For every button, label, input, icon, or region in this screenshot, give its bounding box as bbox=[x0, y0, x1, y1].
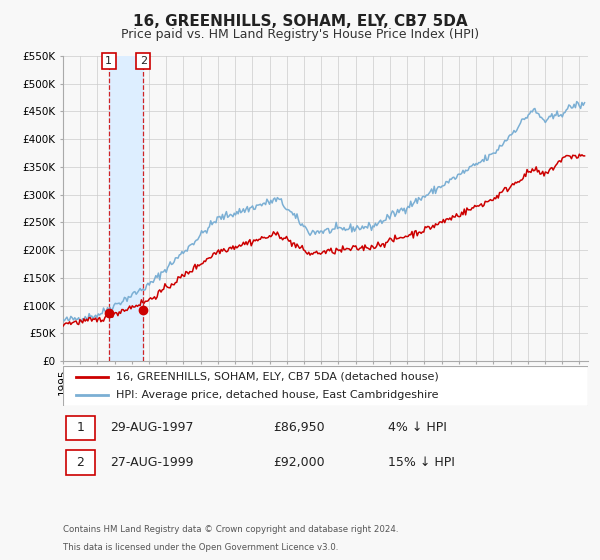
Text: 2: 2 bbox=[76, 456, 84, 469]
Text: 15% ↓ HPI: 15% ↓ HPI bbox=[389, 456, 455, 469]
Text: 16, GREENHILLS, SOHAM, ELY, CB7 5DA (detached house): 16, GREENHILLS, SOHAM, ELY, CB7 5DA (det… bbox=[115, 372, 438, 382]
Text: HPI: Average price, detached house, East Cambridgeshire: HPI: Average price, detached house, East… bbox=[115, 390, 438, 400]
Text: This data is licensed under the Open Government Licence v3.0.: This data is licensed under the Open Gov… bbox=[63, 543, 338, 552]
Text: Price paid vs. HM Land Registry's House Price Index (HPI): Price paid vs. HM Land Registry's House … bbox=[121, 28, 479, 41]
Text: £86,950: £86,950 bbox=[273, 421, 325, 435]
FancyBboxPatch shape bbox=[65, 416, 95, 440]
Text: 1: 1 bbox=[76, 421, 84, 435]
Text: 16, GREENHILLS, SOHAM, ELY, CB7 5DA: 16, GREENHILLS, SOHAM, ELY, CB7 5DA bbox=[133, 14, 467, 29]
Bar bbox=[109, 56, 143, 361]
Text: 27-AUG-1999: 27-AUG-1999 bbox=[110, 456, 194, 469]
Text: 29-AUG-1997: 29-AUG-1997 bbox=[110, 421, 194, 435]
Text: 4% ↓ HPI: 4% ↓ HPI bbox=[389, 421, 448, 435]
Text: 1: 1 bbox=[105, 56, 112, 66]
Text: Contains HM Land Registry data © Crown copyright and database right 2024.: Contains HM Land Registry data © Crown c… bbox=[63, 525, 398, 534]
FancyBboxPatch shape bbox=[65, 450, 95, 475]
Text: £92,000: £92,000 bbox=[273, 456, 325, 469]
Text: 2: 2 bbox=[140, 56, 147, 66]
